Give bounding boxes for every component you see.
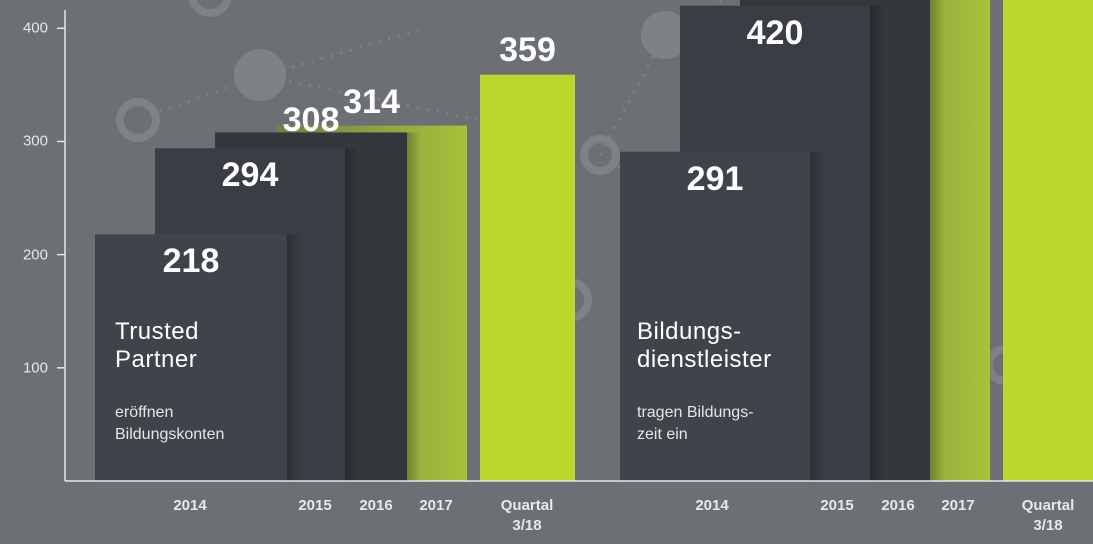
bars [95, 0, 1093, 482]
bar [480, 74, 575, 481]
bar-shadow [930, 0, 944, 481]
y-tick-label: 400 [22, 19, 48, 37]
bar-shadow [810, 151, 824, 481]
y-tick-label: 200 [22, 246, 48, 264]
bar [1003, 0, 1093, 482]
x-tick-label: 2014 [695, 497, 729, 514]
x-tick-label: Quartal 3/18 [1021, 497, 1075, 534]
value-label: 294 [221, 156, 279, 195]
x-tick-label: 2015 [820, 497, 854, 514]
group-description: eröffnen Bildungskonten [115, 404, 225, 443]
x-tick-label: 2017 [419, 497, 453, 514]
value-label: 218 [162, 242, 220, 281]
x-tick-label: 2015 [298, 497, 332, 514]
bar-shadow [345, 148, 359, 481]
value-label: 359 [499, 30, 556, 69]
bar-shadow [287, 234, 301, 481]
x-tick-label: 2016 [881, 497, 915, 514]
bar-shadow [870, 5, 884, 482]
axis [57, 10, 1093, 482]
bar [95, 234, 287, 481]
y-tick-label: 300 [22, 132, 48, 150]
value-label: 291 [686, 159, 744, 198]
group-name: Bildungs- dienstleister [637, 318, 772, 373]
x-tick-label: Quartal 3/18 [500, 497, 554, 534]
group-name: Trusted Partner [115, 318, 199, 373]
y-tick-label: 100 [22, 359, 48, 377]
x-tick-label: 2014 [173, 497, 207, 514]
value-label: 420 [746, 13, 804, 52]
bar-shadow [407, 132, 421, 481]
group-description: tragen Bildungs- zeit ein [637, 404, 754, 443]
bar [620, 151, 810, 481]
value-label: 308 [282, 101, 340, 140]
x-tick-label: 2016 [359, 497, 393, 514]
value-label: 314 [343, 82, 400, 121]
x-tick-label: 2017 [941, 497, 975, 514]
